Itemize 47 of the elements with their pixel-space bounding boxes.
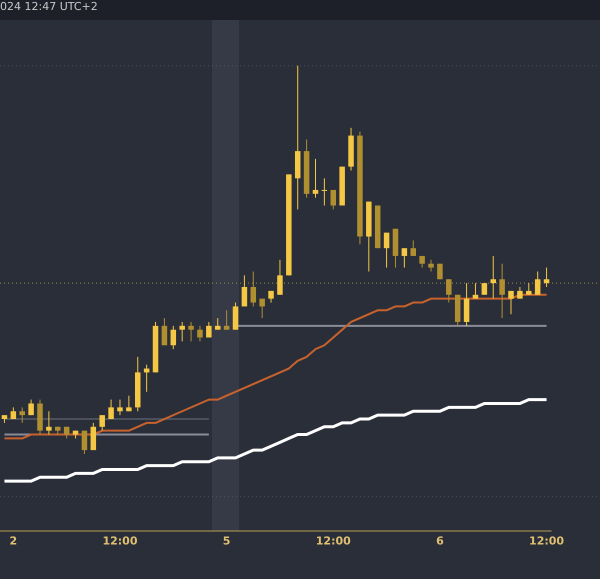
candlestick — [437, 263, 443, 280]
candlestick — [410, 240, 416, 256]
candlestick — [464, 282, 470, 326]
candlestick — [197, 325, 203, 342]
candlestick — [170, 325, 176, 350]
x-tick-label: 2 — [10, 534, 18, 548]
candlestick — [126, 395, 132, 412]
candlestick — [490, 255, 496, 300]
candlestick — [179, 321, 185, 342]
candlestick — [162, 318, 168, 346]
candlestick — [446, 278, 452, 304]
candlestick — [117, 399, 123, 416]
candlestick — [90, 422, 96, 451]
x-tick-label: 12:00 — [316, 534, 352, 548]
candlestick — [19, 406, 25, 424]
candlestick — [232, 302, 238, 330]
candlestick — [508, 290, 514, 315]
candlestick — [99, 414, 105, 432]
x-tick-label: 5 — [222, 534, 230, 548]
candlestick — [472, 282, 478, 300]
candlestick — [482, 282, 488, 296]
candlestick — [428, 259, 434, 272]
candlestick — [526, 282, 532, 296]
candlestick — [242, 274, 248, 307]
text: 024 12:47 UTC+2 — [0, 0, 98, 13]
candlestick — [28, 399, 34, 416]
candlestick — [534, 270, 540, 296]
x-tick-label: 6 — [436, 534, 444, 548]
candlestick — [499, 263, 505, 319]
candlestick — [144, 364, 150, 392]
candlestick — [206, 321, 212, 338]
candlestick — [46, 410, 52, 436]
candlestick — [277, 259, 283, 296]
x-tick-label: 12:00 — [529, 534, 564, 548]
candlestick — [224, 310, 230, 330]
candlestick — [384, 232, 390, 268]
candlestick — [312, 158, 318, 198]
x-tick-label: 12:00 — [102, 534, 138, 548]
candlestick — [82, 430, 88, 454]
candlestick — [544, 267, 550, 288]
candlestick — [259, 298, 265, 319]
candlestick — [402, 248, 408, 268]
candlestick — [322, 178, 328, 206]
candlestick — [108, 399, 114, 420]
candlestick — [188, 321, 194, 342]
candlestick — [330, 189, 336, 210]
candlestick — [250, 270, 256, 307]
